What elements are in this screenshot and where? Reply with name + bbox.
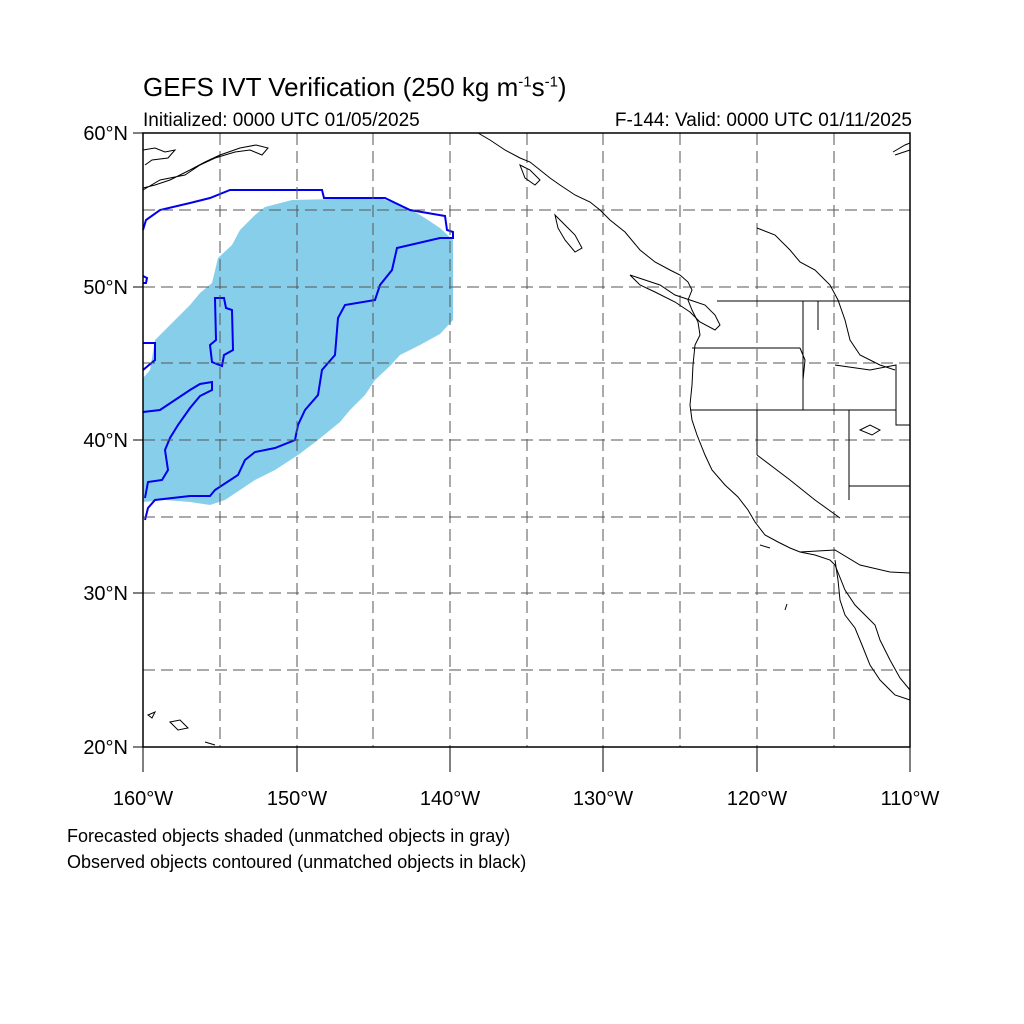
- lon-label-110w: 110°W: [881, 788, 940, 810]
- lon-label-140w: 140°W: [420, 788, 480, 810]
- observed-contour-island: [208, 297, 235, 368]
- observed-contour-finger: [142, 380, 213, 499]
- forecast-object-shaded: [143, 198, 453, 505]
- lon-label-130w: 130°W: [573, 788, 633, 810]
- observed-contour-dot: [142, 275, 149, 284]
- lat-label-50: 50°N: [83, 277, 128, 299]
- observed-contour-inner-west: [142, 342, 156, 371]
- observed-legend-note: Observed objects contoured (unmatched ob…: [67, 852, 527, 872]
- valid-time: F-144: Valid: 0000 UTC 01/11/2025: [614, 110, 912, 131]
- map-title: GEFS IVT Verification (250 kg m-1s-1): [143, 72, 567, 102]
- lon-label-120w: 120°W: [727, 788, 787, 810]
- lat-label-40: 40°N: [83, 430, 128, 452]
- coastlines: [142, 132, 911, 746]
- observed-object-contour: [142, 189, 454, 521]
- gridlines: [143, 133, 910, 747]
- axis-ticks: [133, 132, 911, 772]
- lat-label-60: 60°N: [83, 123, 128, 145]
- state-borders: [690, 300, 911, 574]
- lat-label-30: 30°N: [83, 583, 128, 605]
- lon-label-150w: 150°W: [267, 788, 327, 810]
- lon-label-160w: 160°W: [113, 788, 173, 810]
- initialized-time: Initialized: 0000 UTC 01/05/2025: [143, 110, 420, 131]
- lat-label-20: 20°N: [83, 737, 128, 759]
- forecast-legend-note: Forecasted objects shaded (unmatched obj…: [67, 826, 511, 846]
